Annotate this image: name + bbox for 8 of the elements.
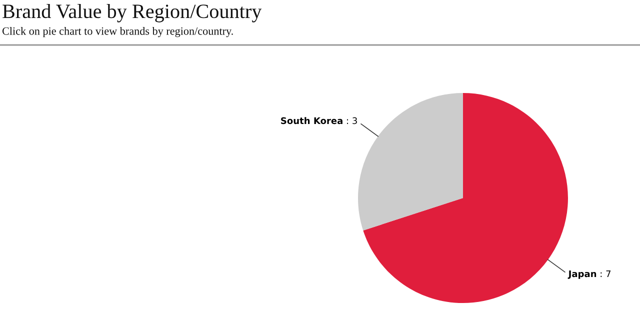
- text: Click on pie chart to view brands by region/country.: [2, 27, 233, 38]
- slice-label: Japan: [568, 270, 596, 279]
- data-label: : 7: [600, 270, 611, 278]
- data-label: : 3: [347, 117, 357, 124]
- chart-title: Brand Value by Region/Country: [2, 4, 262, 22]
- pie-slice: [363, 93, 568, 303]
- pie-slice: [358, 93, 463, 230]
- slice-label: South Korea: [281, 117, 342, 124]
